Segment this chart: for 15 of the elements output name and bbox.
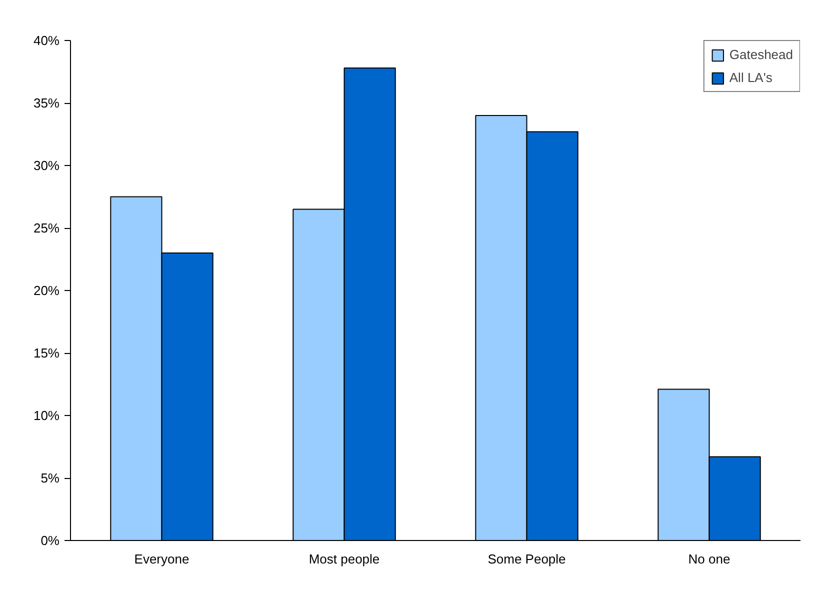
x-tick-label: No one bbox=[688, 552, 730, 566]
y-tick-label: 0% bbox=[40, 533, 60, 548]
y-tick-label: 40% bbox=[33, 33, 60, 48]
y-tick-label: 35% bbox=[33, 96, 60, 110]
y-tick-label: 15% bbox=[33, 346, 60, 360]
x-tick-label: Everyone bbox=[134, 552, 190, 566]
legend-label: All LA's bbox=[729, 70, 772, 85]
x-tick-label: Most people bbox=[308, 552, 380, 566]
y-tick-label: 30% bbox=[33, 158, 60, 173]
y-tick-label: 25% bbox=[33, 220, 60, 236]
legend-label: Gateshead bbox=[729, 47, 793, 62]
y-tick-label: 10% bbox=[33, 408, 60, 423]
y-tick-label: 20% bbox=[33, 283, 60, 298]
x-tick-label: Some People bbox=[488, 552, 566, 566]
y-tick-label: 5% bbox=[40, 470, 60, 486]
